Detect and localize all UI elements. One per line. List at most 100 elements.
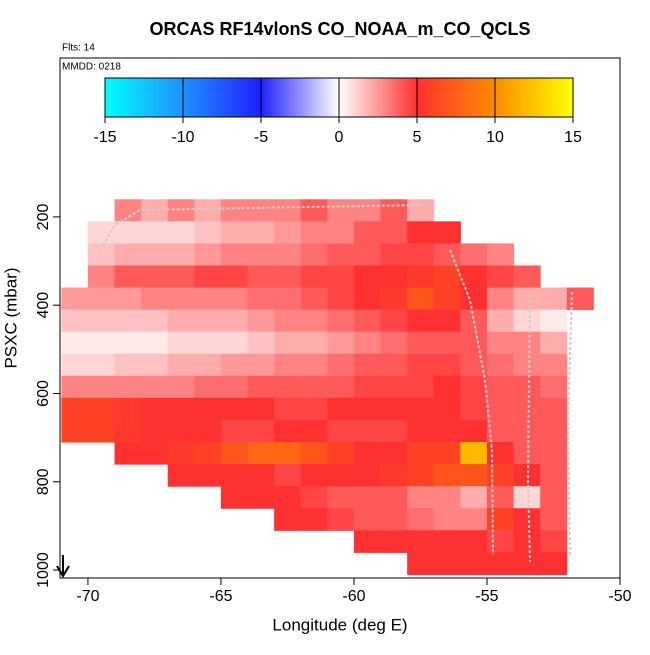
cell [380, 287, 408, 311]
cell [380, 353, 408, 377]
cell [61, 397, 89, 421]
colorbar-tick-label: 0 [335, 129, 344, 146]
cell [540, 464, 568, 487]
cell [274, 419, 302, 443]
cell [167, 199, 195, 222]
cell [167, 397, 195, 421]
cell [353, 397, 382, 421]
cell [87, 397, 116, 421]
cell [486, 442, 515, 465]
cell [167, 419, 195, 443]
cell [513, 353, 541, 377]
cell [540, 375, 568, 399]
cell [167, 353, 195, 377]
cell [194, 464, 222, 487]
cell [194, 243, 222, 266]
cell [353, 442, 382, 465]
cell [167, 331, 195, 355]
cell [353, 221, 382, 244]
cell [513, 287, 541, 311]
cell [274, 331, 302, 355]
cell [247, 265, 275, 289]
cell [433, 353, 461, 377]
cell [114, 442, 142, 465]
cell [540, 309, 568, 333]
cell [247, 397, 275, 421]
cell [300, 353, 328, 377]
cell [194, 221, 222, 244]
cell [540, 486, 568, 509]
cell [353, 199, 382, 222]
cell [141, 309, 169, 333]
y-tick-label: 600 [35, 380, 52, 407]
cell [486, 331, 515, 355]
cell [114, 375, 142, 399]
cell [274, 221, 302, 244]
cell [141, 353, 169, 377]
cell [327, 508, 355, 531]
cell [194, 309, 222, 333]
cell [194, 199, 222, 222]
cell [220, 331, 249, 355]
cell [300, 243, 328, 266]
cell [353, 331, 382, 355]
cell [194, 375, 222, 399]
cell [380, 265, 408, 289]
cell [486, 464, 515, 487]
cell [460, 552, 488, 575]
colorbar-tick-label: 10 [486, 129, 504, 146]
cell [247, 221, 275, 244]
cell [540, 397, 568, 421]
cell [220, 464, 249, 487]
cell [353, 508, 382, 531]
cell [327, 375, 355, 399]
cell [274, 375, 302, 399]
cell [167, 309, 195, 333]
cell [407, 331, 435, 355]
cell [380, 243, 408, 266]
cell [327, 287, 355, 311]
cell [433, 265, 461, 289]
y-tick-label: 200 [35, 203, 52, 230]
cell [380, 199, 408, 222]
cell [513, 530, 541, 553]
cell [194, 265, 222, 289]
cell [167, 265, 195, 289]
cell [167, 287, 195, 311]
cell [513, 309, 541, 333]
cell [141, 243, 169, 266]
cell [87, 309, 116, 333]
cell [194, 442, 222, 465]
cell [380, 464, 408, 487]
cell [486, 375, 515, 399]
cell [220, 221, 249, 244]
cell [380, 508, 408, 531]
cell [114, 397, 142, 421]
cell [486, 530, 515, 553]
arrow [56, 565, 70, 578]
cell [460, 243, 488, 266]
cell [407, 464, 435, 487]
cell [87, 331, 116, 355]
cell [300, 265, 328, 289]
cell [247, 419, 275, 443]
cell [247, 486, 275, 509]
x-tick-label: -50 [608, 588, 631, 605]
cell [167, 375, 195, 399]
cell [407, 419, 435, 443]
cell [194, 353, 222, 377]
cell [194, 287, 222, 311]
cell [247, 442, 275, 465]
x-tick-label: -55 [475, 588, 498, 605]
cell [274, 442, 302, 465]
cell [300, 375, 328, 399]
cell [433, 309, 461, 333]
cell [407, 309, 435, 333]
cell [114, 331, 142, 355]
cell [433, 464, 461, 487]
cell [460, 442, 488, 465]
cell [220, 243, 249, 266]
date-label: MMDD: 0218 [62, 62, 121, 73]
cell [433, 397, 461, 421]
